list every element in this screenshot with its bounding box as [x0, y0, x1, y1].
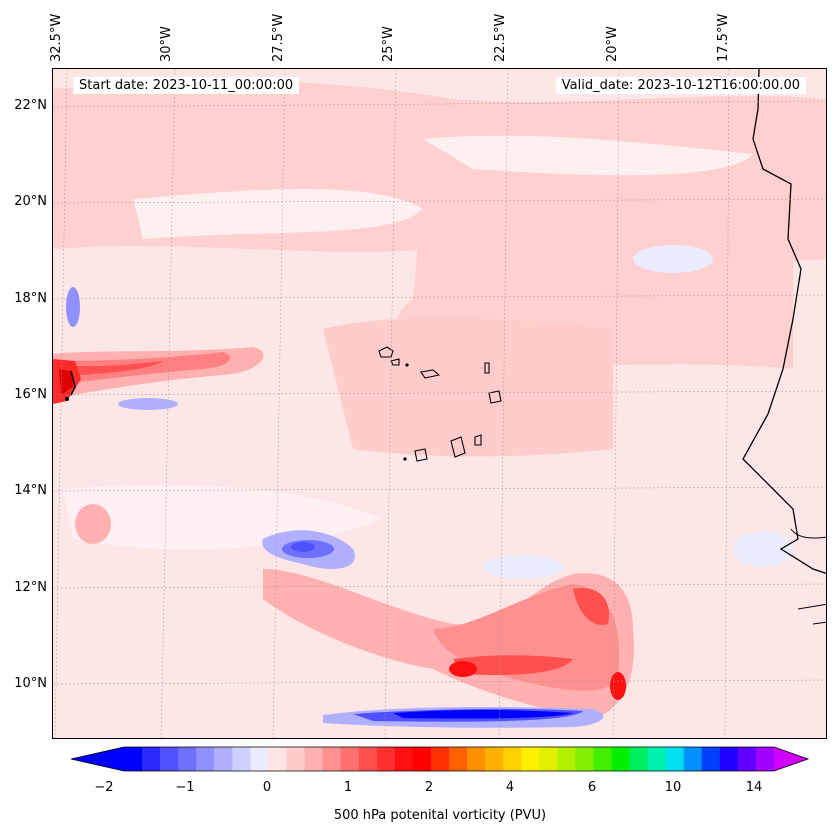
colorbar-segment [485, 747, 504, 771]
colorbar-segment [232, 747, 251, 771]
lat-label-22n: 22°N [14, 98, 47, 113]
colorbar-segment [286, 747, 306, 771]
colorbar-segment [340, 747, 360, 771]
lat-label-18n: 18°N [14, 291, 47, 306]
colorbar-segment [196, 747, 215, 771]
lat-label-14n: 14°N [14, 483, 47, 498]
lon-label-27-5w: 27.5°W [271, 13, 286, 62]
colorbar-segment [629, 747, 649, 771]
lon-label-17-5w: 17.5°W [716, 13, 731, 62]
colorbar-segment [304, 747, 324, 771]
colorbar-segment [647, 747, 667, 771]
colorbar-tick: 2 [424, 780, 434, 795]
colorbar-segment [214, 747, 233, 771]
colorbar-label: 500 hPa potenital vorticity (PVU) [333, 808, 547, 823]
lat-label-12n: 12°N [14, 580, 47, 595]
colorbar-segment [755, 747, 775, 771]
map-panel: Start date: 2023-10-11_00:00:00 Valid_da… [52, 68, 827, 739]
lon-label-25w: 25°W [381, 26, 396, 62]
colorbar-segment [322, 747, 342, 771]
lon-label-22-5w: 22.5°W [493, 13, 508, 62]
colorbar-tick: −2 [94, 780, 114, 795]
colorbar-segment [539, 747, 558, 771]
colorbar-segment [737, 747, 757, 771]
colorbar-tick: 4 [505, 780, 515, 795]
colorbar-segment [178, 747, 197, 771]
colorbar-max-arrow [774, 747, 808, 771]
colorbar-tick: 0 [262, 780, 272, 795]
colorbar-tick: −1 [175, 780, 195, 795]
colorbar [70, 746, 810, 772]
colorbar-outline [70, 746, 810, 772]
colorbar-segment [503, 747, 522, 771]
colorbar-segment [142, 747, 161, 771]
colorbar-segment [376, 747, 396, 771]
colorbar-segment [430, 747, 450, 771]
colorbar-segment [521, 747, 540, 771]
colorbar-segment [250, 747, 270, 771]
colorbar-tick: 1 [343, 780, 353, 795]
lon-label-32-5w: 32.5°W [49, 13, 64, 62]
colorbar-tick: 10 [664, 780, 682, 795]
lat-label-16n: 16°N [14, 387, 47, 402]
colorbar-segment [358, 747, 378, 771]
colorbar-segment [160, 747, 179, 771]
colorbar-segment [593, 747, 613, 771]
valid-date-text: Valid_date: 2023-10-12T16:00:00.00 [555, 77, 806, 94]
colorbar-segment [412, 747, 432, 771]
colorbar-segment [557, 747, 576, 771]
colorbar-segment [611, 747, 631, 771]
colorbar-segment [467, 747, 486, 771]
colorbar-segment [124, 747, 143, 771]
colorbar-segment [683, 747, 703, 771]
lon-label-30w: 30°W [159, 26, 174, 62]
colorbar-segment [394, 747, 414, 771]
colorbar-segment [701, 747, 721, 771]
lat-label-20n: 20°N [14, 194, 47, 209]
colorbar-segment [575, 747, 595, 771]
colorbar-tick: 14 [745, 780, 763, 795]
colorbar-tick: 6 [587, 780, 597, 795]
colorbar-segment [719, 747, 739, 771]
lat-label-10n: 10°N [14, 676, 47, 691]
colorbar-segment [449, 747, 468, 771]
colorbar-segment [268, 747, 288, 771]
pv-field [53, 69, 826, 738]
colorbar-segment [665, 747, 685, 771]
lon-label-20w: 20°W [605, 26, 620, 62]
start-date-text: Start date: 2023-10-11_00:00:00 [73, 77, 300, 94]
colorbar-min-arrow [71, 747, 124, 771]
